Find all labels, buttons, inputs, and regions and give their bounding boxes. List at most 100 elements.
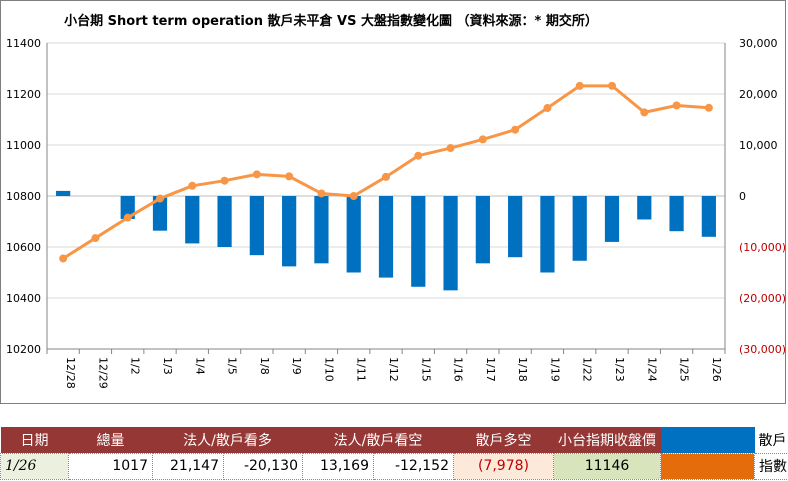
header-short: 法人/散戶看空	[302, 427, 454, 453]
table-row: 1/26 1017 21,147 -20,130 13,169 -12,152 …	[0, 452, 788, 480]
category-label: 1/18	[516, 357, 529, 382]
right-tick-label: 0	[739, 190, 746, 203]
chart-title: 小台期 Short term operation 散戶未平倉 VS 大盤指數變化…	[64, 13, 598, 29]
line-point	[285, 172, 294, 181]
header-retail-net: 散戶多空	[453, 427, 554, 453]
bar	[508, 196, 523, 258]
line-point	[349, 192, 358, 200]
category-label: 1/16	[452, 357, 465, 382]
cell-long-retail: -20,130	[223, 452, 303, 480]
category-label: 1/2	[129, 357, 142, 375]
bar	[475, 196, 490, 264]
legend-label-index: 指數	[754, 452, 788, 480]
line-point	[672, 101, 681, 110]
legend-swatch-retail	[660, 427, 755, 453]
bar	[120, 196, 135, 219]
line-point	[91, 234, 100, 243]
line-point	[220, 176, 229, 185]
cell-short-retail: -12,152	[373, 452, 454, 480]
combo-chart: 小台期 Short term operation 散戶未平倉 VS 大盤指數變化…	[6, 13, 786, 389]
category-label: 1/15	[419, 357, 432, 382]
bar	[701, 196, 716, 237]
line-point	[446, 144, 455, 153]
category-label: 1/12	[387, 357, 400, 382]
line-point	[575, 81, 584, 90]
line-point	[478, 135, 487, 144]
category-label: 1/22	[581, 357, 594, 382]
category-label: 1/4	[193, 357, 206, 375]
line-point	[123, 213, 132, 222]
bar	[217, 196, 232, 247]
bar	[572, 196, 587, 261]
bar	[669, 196, 684, 232]
category-label: 1/3	[161, 357, 174, 375]
cell-date: 1/26	[0, 452, 69, 480]
legend-swatch-index	[660, 452, 755, 480]
left-tick-label: 10400	[6, 292, 41, 305]
axes: 11400 30,000 11200 20,000 11000 10,000 10800 0 1…	[6, 37, 786, 389]
left-tick-label: 10600	[6, 241, 41, 254]
bar	[152, 196, 168, 231]
right-tick-label: (10,000)	[739, 241, 786, 254]
line-point	[382, 172, 390, 181]
bar	[378, 196, 394, 278]
bar	[185, 196, 200, 244]
category-label: 1/24	[645, 357, 658, 382]
category-label: 1/23	[613, 357, 626, 382]
category-label: 1/8	[258, 357, 271, 375]
category-label: 12/28	[64, 357, 77, 389]
line-point	[543, 104, 552, 113]
bar	[637, 196, 652, 220]
category-label: 1/25	[678, 357, 691, 382]
category-label: 1/11	[355, 357, 368, 382]
line-point	[59, 254, 68, 263]
right-tick-label: (20,000)	[739, 292, 786, 305]
right-tick-label: (30,000)	[739, 343, 786, 356]
cell-retail-net: (7,978)	[453, 452, 554, 480]
category-label: 1/19	[548, 357, 561, 382]
category-label: 1/9	[290, 357, 303, 375]
line-point	[317, 189, 326, 198]
bar	[540, 196, 555, 273]
header-total: 總量	[68, 427, 153, 453]
cell-short-inst: 13,169	[302, 452, 374, 480]
bar	[411, 196, 426, 287]
header-close: 小台指期收盤價	[553, 427, 661, 453]
left-tick-label: 10200	[6, 343, 41, 356]
line-point	[414, 151, 423, 160]
category-label: 1/17	[484, 357, 497, 382]
table-header-row: 日期 總量 法人/散戶看多 法人/散戶看空 散戶多空 小台指期收盤價 散戶	[0, 427, 788, 453]
left-tick-label: 10800	[6, 190, 41, 203]
category-label: 1/5	[226, 357, 239, 375]
line-point	[252, 170, 261, 179]
cell-total: 1017	[68, 452, 153, 480]
left-tick-label: 11200	[6, 88, 41, 101]
legend-label-retail: 散戶	[754, 427, 788, 453]
right-tick-label: 30,000	[739, 37, 778, 50]
category-label: 12/29	[96, 357, 109, 389]
line-point	[704, 103, 713, 112]
cell-close: 11146	[553, 452, 661, 480]
header-date: 日期	[0, 427, 69, 453]
bar	[604, 196, 620, 242]
bar	[443, 196, 458, 291]
category-label: 1/10	[322, 357, 335, 382]
line-point	[640, 108, 649, 117]
cell-long-inst: 21,147	[152, 452, 224, 480]
right-tick-label: 10,000	[739, 139, 778, 152]
category-label: 1/26	[710, 357, 723, 382]
chart-container: 小台期 Short term operation 散戶未平倉 VS 大盤指數變化…	[0, 0, 786, 404]
bar	[282, 196, 297, 267]
line-point	[608, 81, 616, 90]
line-point	[511, 125, 520, 134]
line-point	[188, 181, 197, 190]
left-tick-label: 11400	[6, 37, 41, 50]
bar	[314, 196, 329, 264]
bar	[249, 196, 264, 256]
index-line	[59, 81, 713, 263]
left-tick-label: 11000	[6, 139, 41, 152]
retail-bars	[56, 190, 716, 291]
summary-table: 日期 總量 法人/散戶看多 法人/散戶看空 散戶多空 小台指期收盤價 散戶 1/…	[0, 427, 788, 480]
right-tick-label: 20,000	[739, 88, 778, 101]
line-point	[156, 194, 164, 203]
